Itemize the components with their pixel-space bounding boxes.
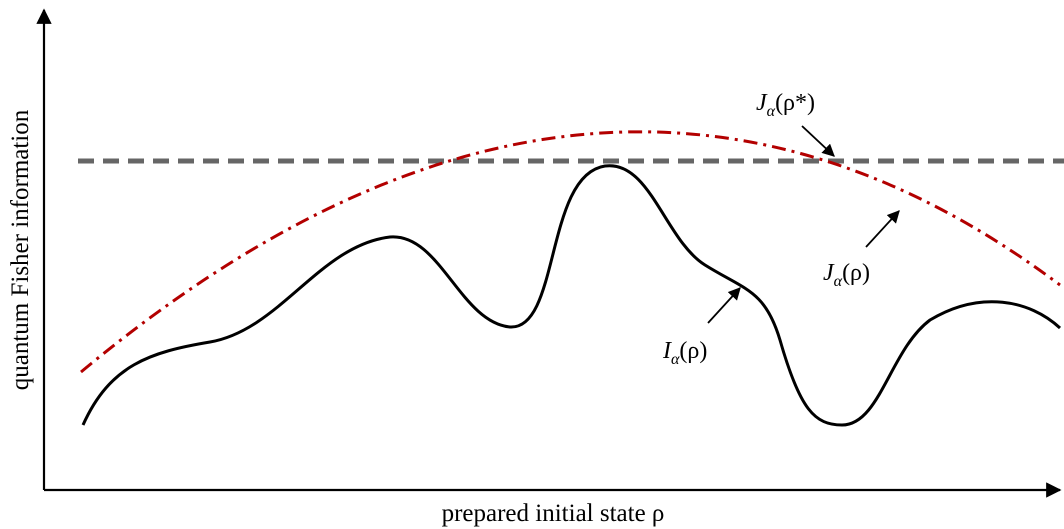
qfi-curve [81, 164, 1062, 427]
y-axis-label: quantum Fisher information [7, 109, 34, 390]
bound-optimal-label: Jα(ρ*) [756, 90, 815, 120]
bound-optimal-pointer [801, 125, 835, 157]
bound-label: Jα(ρ) [823, 260, 870, 290]
x-axis-label: prepared initial state ρ [442, 500, 665, 527]
qfi-pointer [707, 287, 741, 324]
bound-curve [80, 130, 1061, 374]
qfi-label: Iα(ρ) [662, 338, 707, 368]
bound-pointer [865, 210, 900, 248]
